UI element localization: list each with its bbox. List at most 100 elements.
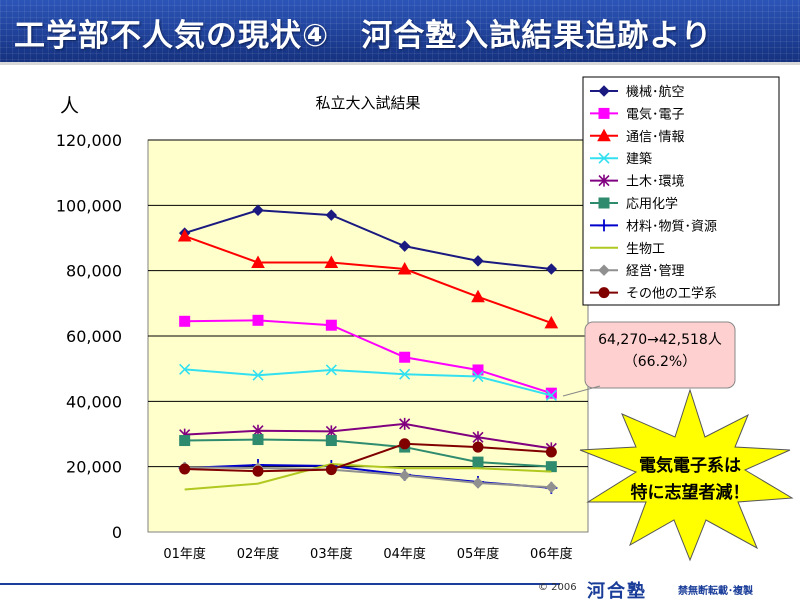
footer-logo: 河合塾 <box>587 581 647 602</box>
legend-marker <box>598 264 610 276</box>
data-point <box>324 255 339 268</box>
data-point <box>251 255 265 268</box>
series-3 <box>177 228 559 329</box>
legend-label: 電気･電子 <box>626 106 685 122</box>
legend-label: 応用化学 <box>626 196 678 212</box>
y-tick-label: 0 <box>112 523 122 542</box>
data-point <box>177 228 192 242</box>
series-line <box>184 463 552 491</box>
data-point <box>545 461 557 473</box>
legend-marker <box>598 107 610 119</box>
callout-box <box>584 321 736 389</box>
data-point <box>252 314 264 326</box>
data-point <box>399 438 411 450</box>
data-point <box>398 240 411 252</box>
data-point <box>472 431 484 444</box>
title-underline <box>0 62 800 65</box>
series-layer <box>177 204 559 494</box>
legend-item: 土木･環境 <box>590 174 685 190</box>
footer-notice: 禁無断転載･複製 <box>678 586 753 597</box>
data-point <box>472 441 484 453</box>
x-tick-label: 06年度 <box>530 546 573 562</box>
legend-label: 材料･物質･資源 <box>626 219 717 234</box>
legend-label: 経営･管理 <box>626 264 685 279</box>
data-point <box>544 315 559 329</box>
series-4 <box>179 363 557 402</box>
callout-pointer <box>562 385 601 397</box>
series-line <box>184 422 552 450</box>
chart-title: 私立大入試結果 <box>315 94 420 112</box>
data-point <box>545 263 558 275</box>
legend-marker <box>597 128 611 142</box>
x-tick-label: 04年度 <box>383 546 426 562</box>
callout-line-2: （66.2%） <box>624 354 696 370</box>
y-tick-label: 60,000 <box>66 327 122 346</box>
data-point <box>399 351 411 363</box>
x-tick-label: 03年度 <box>310 546 353 562</box>
data-point <box>472 456 484 468</box>
legend-label: その他の工学系 <box>626 286 717 302</box>
legend-label: 通信･情報 <box>626 130 685 145</box>
series-2 <box>179 314 557 399</box>
slide-title: 工学部不人気の現状④ 河合塾入試結果追跡より <box>14 18 713 54</box>
data-point <box>179 463 191 475</box>
series-line <box>184 438 552 468</box>
data-point <box>472 477 484 489</box>
data-point <box>179 363 191 375</box>
legend-item: 機械･航空 <box>590 84 685 100</box>
data-point <box>397 261 412 275</box>
title-banner: 工学部不人気の現状④ 河合塾入試結果追跡より <box>0 0 800 62</box>
legend-marker <box>598 197 610 209</box>
starburst: 電気電子系は 特に志望者減！ <box>579 388 794 562</box>
x-tick-label: 05年度 <box>457 546 500 562</box>
legend-item: 生物工 <box>590 242 665 257</box>
callout-line-1: 64,270→42,518人 <box>598 332 722 348</box>
data-point <box>179 315 191 327</box>
legend-item: その他の工学系 <box>590 286 717 302</box>
starburst-shape <box>579 388 794 562</box>
data-point <box>472 370 484 383</box>
data-point <box>472 364 484 376</box>
data-point <box>545 387 557 399</box>
data-point <box>325 464 337 476</box>
y-tick-label: 120,000 <box>56 131 122 150</box>
legend-item: 電気･電子 <box>590 106 685 122</box>
legend-label: 機械･航空 <box>626 84 685 100</box>
data-point <box>325 435 337 447</box>
x-tick-label: 02年度 <box>237 546 280 562</box>
data-point <box>398 469 411 482</box>
legend-marker <box>598 219 610 232</box>
series-line <box>184 466 552 489</box>
y-axis-tick-labels: 0 20,000 40,000 60,000 80,000 100,000 120,000 <box>56 131 122 542</box>
y-tick-label: 20,000 <box>66 458 122 477</box>
data-point <box>399 368 411 380</box>
legend-item: 応用化学 <box>590 196 678 212</box>
data-point <box>545 389 557 402</box>
legend-item: 経営･管理 <box>590 264 685 279</box>
y-axis-unit-label: 人 <box>60 95 79 117</box>
y-tick-label: 80,000 <box>66 262 122 281</box>
data-point <box>325 209 338 221</box>
series-line <box>184 235 552 324</box>
data-point <box>252 434 264 446</box>
legend-item: 材料･物質･資源 <box>590 219 717 234</box>
data-point <box>545 481 558 493</box>
footer-rule <box>0 583 560 585</box>
legend-marker <box>598 287 610 299</box>
callout: 64,270→42,518人 （66.2%） <box>562 321 736 397</box>
data-point <box>471 289 485 303</box>
footer-copyright: © 2006 <box>538 582 577 593</box>
x-tick-label: 01年度 <box>163 546 206 562</box>
series-line <box>184 209 552 271</box>
legend-label: 建築 <box>626 152 652 167</box>
data-point <box>179 435 191 447</box>
legend-marker <box>598 85 610 97</box>
legend-item: 建築 <box>590 152 652 167</box>
series-line <box>184 442 552 473</box>
legend-label: 土木･環境 <box>626 175 685 190</box>
y-tick-label: 40,000 <box>66 392 122 411</box>
starburst-line-2: 特に志望者減！ <box>631 482 750 503</box>
series-8 <box>184 463 552 491</box>
data-point <box>472 255 484 267</box>
